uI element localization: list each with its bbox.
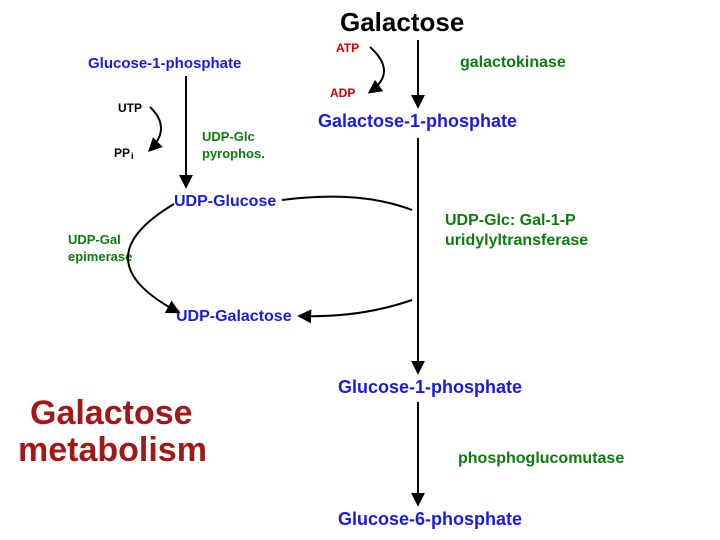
diagram-title-line2: metabolism	[18, 432, 207, 469]
node-galactose: Galactose	[340, 8, 464, 37]
small-utp: UTP	[118, 102, 142, 115]
node-glucose-6-phosphate: Glucose-6-phosphate	[338, 510, 522, 530]
node-udp-glucose: UDP-Glucose	[174, 193, 276, 211]
enzyme-galactokinase: galactokinase	[460, 54, 566, 72]
enzyme-uridylyltransferase-line2: uridylyltransferase	[445, 232, 588, 250]
enzyme-udpgal-epimerase-line2: epimerase	[68, 250, 132, 264]
enzyme-udpgal-epimerase-line1: UDP-Gal	[68, 233, 121, 247]
enzyme-uridylyltransferase-line1: UDP-Glc: Gal-1-P	[445, 212, 576, 230]
node-udp-galactose: UDP-Galactose	[176, 308, 292, 326]
enzyme-phosphoglucomutase: phosphoglucomutase	[458, 450, 624, 468]
diagram-title-line1: Galactose	[30, 395, 193, 432]
diagram-canvas: Galactose Galactose-1-phosphate Glucose-…	[0, 0, 720, 540]
enzyme-udpglc-pyrophos-line2: pyrophos.	[202, 147, 265, 161]
small-ppi: PP	[114, 147, 130, 160]
small-ppi-subscript: i	[131, 152, 134, 162]
enzyme-udpglc-pyrophos-line1: UDP-Glc	[202, 130, 255, 144]
node-glucose-1-phosphate-left: Glucose-1-phosphate	[88, 56, 241, 73]
small-adp: ADP	[330, 87, 355, 100]
small-atp: ATP	[336, 42, 359, 55]
node-glucose-1-phosphate-right: Glucose-1-phosphate	[338, 378, 522, 398]
node-galactose-1-phosphate: Galactose-1-phosphate	[318, 112, 517, 132]
